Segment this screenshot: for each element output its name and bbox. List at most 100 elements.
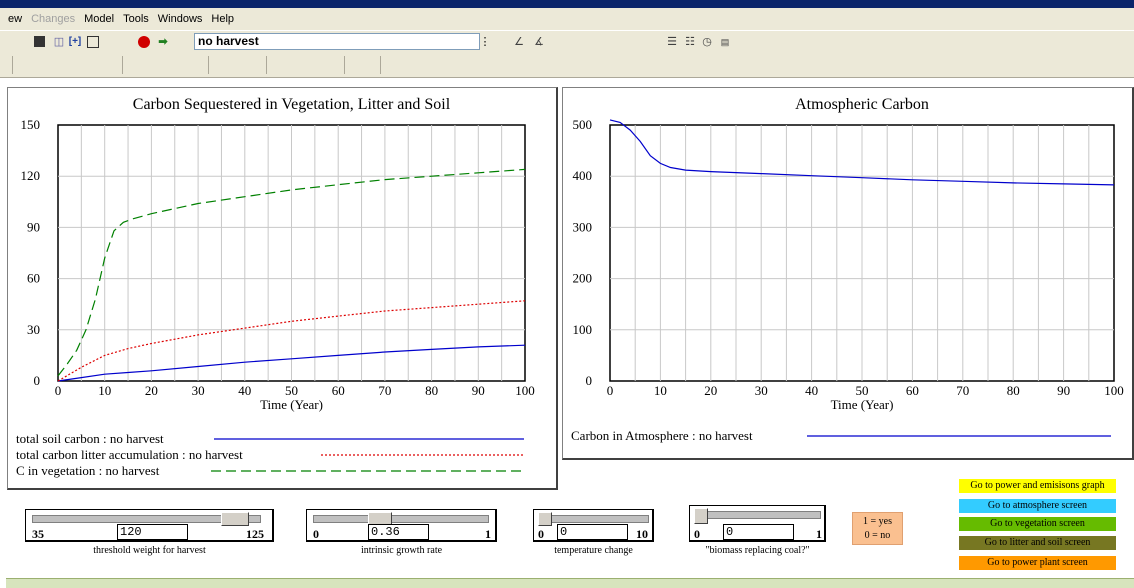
table-tool-icon[interactable]: ▤ (720, 37, 730, 47)
y-tick-label: 500 (573, 117, 593, 132)
slider-track[interactable] (538, 515, 649, 523)
toolbar-separator (12, 56, 13, 74)
stop-icon[interactable] (138, 36, 150, 48)
toolbar-separator (266, 56, 267, 74)
menu-item-model[interactable]: Model (84, 13, 115, 25)
slider-max-label: 1 (816, 527, 822, 541)
y-tick-label: 0 (34, 373, 41, 388)
causes-tree-icon[interactable]: ☰ (667, 36, 677, 48)
slider-min-label: 0 (538, 527, 544, 541)
menu-item-windows[interactable]: Windows (157, 13, 203, 25)
legend-label: total carbon litter accumulation : no ha… (16, 447, 243, 462)
x-tick-label: 50 (856, 383, 869, 398)
go-to-power-graph-button[interactable]: Go to power and emisisons graph (959, 479, 1116, 493)
graph-tool-icon[interactable]: ◷ (702, 36, 712, 48)
threshold-weight-slider[interactable]: 35 120 125 (25, 509, 274, 542)
x-axis-label: Time (Year) (831, 397, 894, 412)
slider-track[interactable] (694, 511, 821, 519)
x-tick-label: 80 (1007, 383, 1020, 398)
slider-thumb[interactable] (694, 508, 708, 524)
y-tick-label: 100 (573, 322, 593, 337)
y-tick-label: 120 (21, 168, 41, 183)
slider-track[interactable] (32, 515, 261, 523)
go-to-atmosphere-button[interactable]: Go to atmosphere screen (959, 499, 1116, 513)
y-tick-label: 400 (573, 168, 593, 183)
slider-thumb[interactable] (220, 512, 249, 526)
intrinsic-growth-rate-value[interactable]: 0.36 (368, 524, 429, 540)
x-tick-label: 40 (238, 383, 251, 398)
x-tick-label: 40 (805, 383, 818, 398)
uses-tree-icon[interactable]: ☷ (685, 36, 695, 48)
x-tick-label: 30 (192, 383, 205, 398)
save-icon[interactable] (34, 36, 45, 47)
slider-max-label: 1 (485, 527, 491, 541)
menu-item-tools[interactable]: Tools (123, 13, 149, 25)
legend-label: C in vegetation : no harvest (16, 463, 160, 478)
biomass-replacing-coal-slider[interactable]: 0 0 1 (689, 505, 826, 542)
window-title-bar (0, 0, 1134, 8)
y-tick-label: 300 (573, 219, 593, 234)
series-line (57, 344, 526, 382)
y-tick-label: 150 (21, 117, 41, 132)
go-to-litter-soil-button[interactable]: Go to litter and soil screen (959, 536, 1116, 550)
atmospheric-carbon-chart: Atmospheric Carbon 0 10 20 30 40 50 60 70 80 90 100… (571, 96, 1124, 443)
x-tick-label: 80 (425, 383, 438, 398)
toolbar-separator (380, 56, 381, 74)
go-to-vegetation-button[interactable]: Go to vegetation screen (959, 517, 1116, 531)
x-tick-label: 10 (98, 383, 111, 398)
x-axis-label: Time (Year) (260, 397, 323, 412)
menu-item-view[interactable]: ew (8, 13, 23, 25)
x-tick-label: 90 (1057, 383, 1070, 398)
main-toolbar: ◫ [+] ➡ ⋮ ∠ ∡ ☰ ☷ ◷ ▤ (0, 30, 1134, 52)
x-tick-label: 30 (755, 383, 768, 398)
legend-label: Carbon in Atmosphere : no harvest (571, 428, 753, 443)
toolbar-separator (208, 56, 209, 74)
x-tick-label: 90 (472, 383, 485, 398)
slider-min-label: 35 (32, 527, 44, 541)
biomass-replacing-coal-label: "biomass replacing coal?" (705, 545, 810, 556)
x-tick-label: 0 (607, 383, 614, 398)
gaming-icon[interactable]: ∡ (534, 36, 544, 48)
x-tick-label: 100 (1104, 383, 1124, 398)
intrinsic-growth-rate-label: intrinsic growth rate (360, 545, 443, 556)
chart-title: Atmospheric Carbon (795, 96, 929, 113)
yes-no-legend: 1 = yes 0 = no (852, 512, 903, 545)
synthesim-icon[interactable]: ∠ (514, 36, 524, 48)
simulate-icon[interactable]: ➡ (158, 36, 168, 48)
build-icon[interactable]: [+] (68, 36, 82, 47)
slider-track[interactable] (313, 515, 489, 523)
temperature-change-label: temperature change (554, 545, 633, 556)
dropdown-icon[interactable]: ⋮ (479, 36, 491, 48)
atmospheric-carbon-graph: Atmospheric Carbon 0 10 20 30 40 50 60 70 80 90 100… (562, 87, 1134, 460)
menu-item-help[interactable]: Help (211, 13, 235, 25)
status-bar (6, 578, 1134, 588)
carbon-sequestered-chart: Carbon Sequestered in Vegetation, Litter… (16, 96, 535, 478)
temperature-change-slider[interactable]: 0 0 10 (533, 509, 654, 542)
slider-max-label: 125 (246, 527, 264, 541)
chart-title: Carbon Sequestered in Vegetation, Litter… (133, 96, 451, 113)
slider-max-label: 10 (636, 527, 648, 541)
sketch-icon[interactable] (87, 36, 99, 48)
go-to-power-plant-button[interactable]: Go to power plant screen (959, 556, 1116, 570)
y-tick-label: 60 (27, 271, 40, 286)
biomass-replacing-coal-value[interactable]: 0 (723, 524, 794, 540)
y-tick-label: 200 (573, 271, 593, 286)
temperature-change-value[interactable]: 0 (557, 524, 628, 540)
x-tick-label: 70 (956, 383, 969, 398)
threshold-weight-value[interactable]: 120 (117, 524, 188, 540)
intrinsic-growth-rate-slider[interactable]: 0 0.36 1 (306, 509, 497, 542)
open-icon[interactable]: ◫ (53, 36, 65, 48)
x-tick-label: 70 (378, 383, 391, 398)
x-tick-label: 0 (55, 383, 62, 398)
sketch-toolbar: ▦ ▩ ↗ ⇒ ▴ ○ △ ≃ ≈ ✖ ✱ ● ∞ ⊿ (0, 52, 1134, 123)
slider-thumb[interactable] (538, 512, 552, 526)
y-tick-label: 90 (27, 219, 40, 234)
x-tick-label: 10 (654, 383, 667, 398)
run-name-input[interactable]: no harvest (194, 33, 480, 50)
x-tick-label: 60 (332, 383, 345, 398)
toolbar-separator (344, 56, 345, 74)
yes-no-line-2: 0 = no (864, 530, 891, 541)
x-tick-label: 100 (515, 383, 535, 398)
series-line (57, 300, 526, 382)
x-tick-label: 60 (906, 383, 919, 398)
